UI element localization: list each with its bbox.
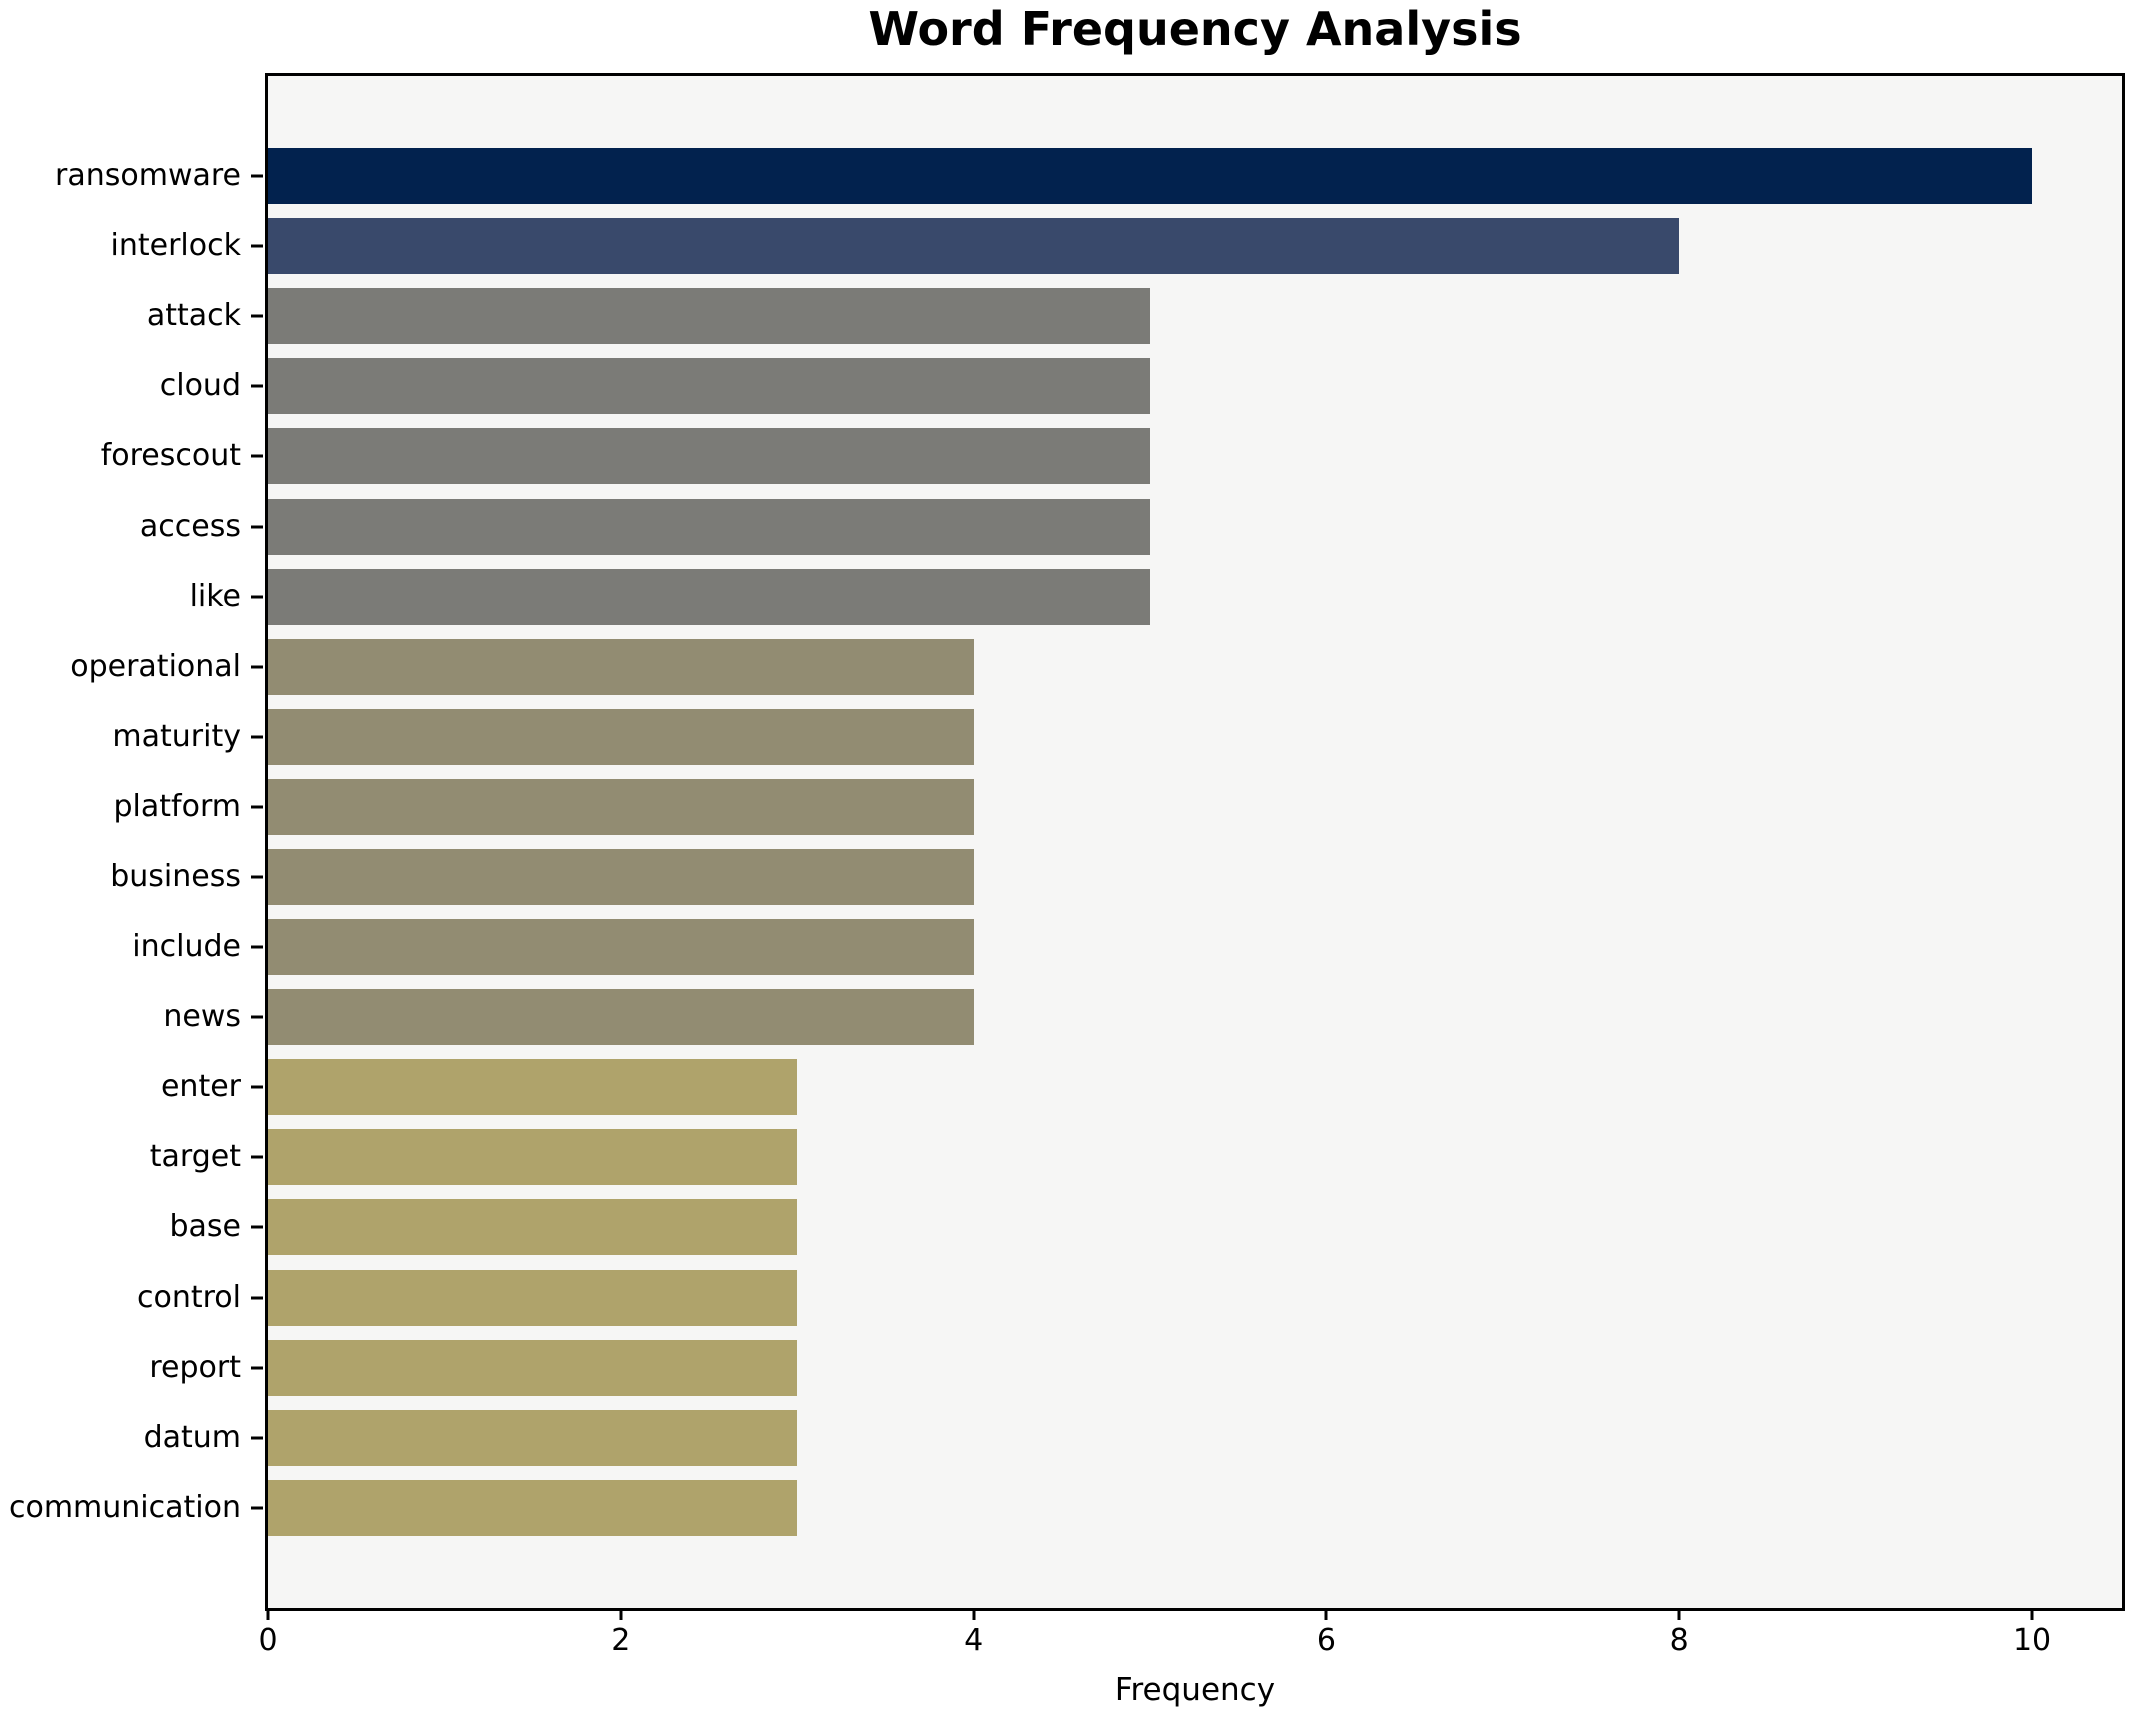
bar-row: target xyxy=(150,1122,2122,1192)
frequency-bar xyxy=(268,1409,798,1466)
frequency-bar xyxy=(268,708,974,765)
bar-row: business xyxy=(110,842,2122,912)
x-tick-mark xyxy=(619,1608,623,1620)
frequency-bar xyxy=(268,778,974,835)
frequency-bar xyxy=(268,848,974,905)
x-tick-mark xyxy=(2030,1608,2034,1620)
y-tick-mark xyxy=(251,1155,263,1159)
bar-row: ransomware xyxy=(55,141,2122,211)
y-tick-mark xyxy=(251,1225,263,1229)
y-tick-mark xyxy=(251,805,263,809)
y-tick-mark xyxy=(251,384,263,388)
bar-row: cloud xyxy=(160,351,2122,421)
y-tick-label: business xyxy=(110,858,241,894)
y-tick-mark xyxy=(251,454,263,458)
bar-row: datum xyxy=(144,1403,2122,1473)
y-tick-label: access xyxy=(139,508,241,544)
y-tick-mark xyxy=(251,665,263,669)
frequency-bar xyxy=(268,288,1151,345)
frequency-bar xyxy=(268,218,1680,275)
x-tick-label: 6 xyxy=(1316,1623,1336,1658)
x-tick-label: 10 xyxy=(2012,1623,2052,1658)
x-tick-mark xyxy=(1677,1608,1681,1620)
bar-row: include xyxy=(132,912,2122,982)
y-tick-label: communication xyxy=(8,1489,241,1525)
frequency-bar xyxy=(268,1129,798,1186)
frequency-bar xyxy=(268,989,974,1046)
bar-row: forescout xyxy=(101,421,2122,491)
frequency-bar xyxy=(268,1269,798,1326)
y-tick-label: operational xyxy=(70,648,241,684)
y-tick-label: forescout xyxy=(100,438,241,474)
bar-row: attack xyxy=(147,281,2122,351)
bar-row: news xyxy=(163,982,2122,1052)
y-tick-mark xyxy=(251,875,263,879)
frequency-bar xyxy=(268,638,974,695)
x-tick-label: 2 xyxy=(611,1623,631,1658)
x-tick-label: 8 xyxy=(1669,1623,1689,1658)
plot-area: ransomware interlock attack cloud forescout a… xyxy=(9,73,2125,1656)
y-tick-label: like xyxy=(189,578,241,614)
y-tick-mark xyxy=(251,244,263,248)
y-tick-label: target xyxy=(149,1139,241,1175)
chart-title: Word Frequency Analysis xyxy=(868,2,1522,56)
y-tick-mark xyxy=(251,1085,263,1089)
bar-row: access xyxy=(140,491,2122,561)
y-tick-label: news xyxy=(163,999,241,1035)
frequency-bar xyxy=(268,498,1151,555)
bar-row: like xyxy=(190,562,2122,632)
x-tick-mark xyxy=(1324,1608,1328,1620)
y-tick-label: cloud xyxy=(159,368,241,404)
y-tick-mark xyxy=(251,735,263,739)
frequency-bar xyxy=(268,358,1151,415)
y-tick-mark xyxy=(251,945,263,949)
frequency-bar xyxy=(268,568,1151,625)
x-tick-mark xyxy=(266,1608,270,1620)
y-tick-mark xyxy=(251,525,263,529)
y-tick-mark xyxy=(251,1506,263,1510)
frequency-bar xyxy=(268,919,974,976)
frequency-bar xyxy=(268,1059,798,1116)
y-tick-label: datum xyxy=(143,1419,241,1455)
x-axis-ticks: 0 2 4 6 8 10 xyxy=(258,1608,2125,1678)
x-tick-mark xyxy=(972,1608,976,1620)
bar-row: control xyxy=(137,1263,2122,1333)
bar-row: base xyxy=(169,1192,2122,1262)
x-tick-label: 4 xyxy=(964,1623,984,1658)
frequency-bar xyxy=(268,1199,798,1256)
y-tick-label: control xyxy=(137,1279,241,1315)
bar-row: operational xyxy=(70,632,2122,702)
y-tick-label: enter xyxy=(160,1069,241,1105)
bar-row: maturity xyxy=(112,702,2122,772)
bar-row: interlock xyxy=(111,211,2122,281)
y-tick-label: report xyxy=(149,1349,241,1385)
frequency-bar xyxy=(268,1339,798,1396)
y-tick-mark xyxy=(251,595,263,599)
bars-container: ransomware interlock attack cloud forescout a… xyxy=(9,141,2122,1543)
bar-row: enter xyxy=(161,1052,2122,1122)
y-tick-mark xyxy=(251,1296,263,1300)
y-tick-label: include xyxy=(132,929,241,965)
y-tick-label: interlock xyxy=(110,228,241,264)
frequency-bar xyxy=(268,148,2033,205)
x-tick-label: 0 xyxy=(258,1623,278,1658)
y-tick-label: base xyxy=(169,1209,241,1245)
y-tick-mark xyxy=(251,1436,263,1440)
y-tick-mark xyxy=(251,1366,263,1370)
y-tick-mark xyxy=(251,174,263,178)
frequency-bar xyxy=(268,428,1151,485)
y-tick-label: ransomware xyxy=(55,158,241,194)
bar-row: platform xyxy=(114,772,2122,842)
y-tick-mark xyxy=(251,314,263,318)
y-tick-label: platform xyxy=(113,788,241,824)
x-axis-label: Frequency xyxy=(1114,1672,1276,1708)
bar-row: communication xyxy=(9,1473,2122,1543)
frequency-bar xyxy=(268,1479,798,1536)
y-tick-label: attack xyxy=(146,298,241,334)
y-tick-mark xyxy=(251,1015,263,1019)
bar-row: report xyxy=(149,1333,2122,1403)
y-tick-label: maturity xyxy=(112,718,241,754)
